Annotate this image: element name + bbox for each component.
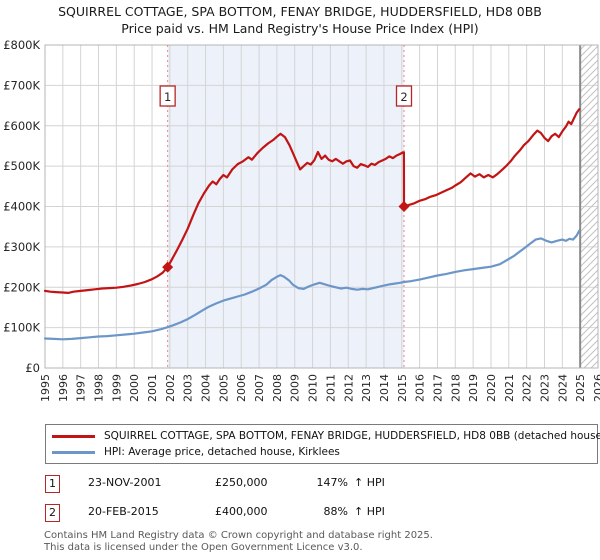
x-tick-label: 2012 [342, 374, 355, 402]
sale-2-label-box [395, 85, 413, 107]
x-tick-label: 2003 [182, 374, 195, 402]
x-tick-label: 2009 [289, 374, 302, 402]
x-tick-label: 2006 [235, 374, 248, 402]
future-hatched-region [580, 45, 598, 368]
x-tick-label: 2010 [307, 374, 320, 402]
y-tick-label: £300K [3, 240, 40, 254]
x-tick-label: 2022 [521, 374, 534, 402]
sale-price: £400,000 [215, 505, 268, 518]
y-tick-label: £700K [3, 78, 40, 92]
x-tick-label: 1995 [39, 374, 52, 402]
x-tick-label: 2018 [449, 374, 462, 402]
sale-date: 20-FEB-2015 [88, 505, 159, 518]
x-tick-label: 2017 [431, 374, 444, 402]
footer-line-2: This data is licensed under the Open Gov… [44, 541, 363, 553]
x-tick-label: 2001 [146, 374, 159, 402]
x-tick-label: 2024 [556, 374, 569, 402]
sale-1-label: 1 [164, 90, 171, 104]
x-tick-label: 2013 [360, 374, 373, 402]
y-tick-label: £500K [3, 159, 40, 173]
hpi-line [43, 229, 581, 341]
y-tick-label: £800K [3, 38, 40, 52]
sale-hpi-percent: 147% [316, 476, 348, 489]
x-tick-label: 2019 [467, 374, 480, 402]
legend-row-hpi: HPI: Average price, detached house, Kirk… [46, 444, 340, 460]
x-tick-label: 2023 [538, 374, 551, 402]
sale-2-label: 2 [400, 90, 407, 104]
sale-1-label-box [159, 85, 176, 107]
sale-hpi-note: ↑ HPI [354, 476, 385, 489]
x-tick-label: 2007 [253, 374, 266, 402]
x-tick-label: 2014 [378, 374, 391, 402]
legend-label-hpi: HPI: Average price, detached house, Kirk… [104, 446, 340, 458]
chart-subtitle: Price paid vs. HM Land Registry's House … [121, 21, 479, 36]
sale-date: 23-NOV-2001 [88, 476, 162, 489]
sale-number-badge: 2 [45, 504, 60, 522]
x-tick-label: 2026 [592, 374, 600, 402]
x-tick-label: 2000 [128, 374, 141, 402]
transaction-row-2: 2 20-FEB-2015 £400,000 88% ↑ HPI [45, 504, 598, 524]
plot-border [44, 44, 599, 369]
y-tick-label: £100K [3, 321, 40, 335]
x-tick-label: 2016 [414, 374, 427, 402]
x-tick-label: 2020 [485, 374, 498, 402]
hpi-line-swatch-icon [52, 450, 95, 454]
y-tick-label: £0 [25, 361, 40, 375]
sale-hpi-note: ↑ HPI [354, 505, 385, 518]
x-tick-label: 2025 [574, 374, 587, 402]
x-tick-label: 1997 [75, 374, 88, 402]
footer-line-1: Contains HM Land Registry data © Crown c… [44, 530, 433, 541]
price-history-chart: 1 2 £0 £100K £200K £300K £400K £500K £600K £700K £… [3, 38, 600, 402]
x-tick-label: 2004 [200, 374, 213, 402]
sale-1-diamond-marker [162, 261, 174, 273]
y-tick-label: £200K [3, 280, 40, 294]
legend-row-property: SQUIRREL COTTAGE, SPA BOTTOM, FENAY BRID… [46, 428, 600, 444]
sale-2-diamond-marker [398, 201, 410, 212]
x-tick-label: 2008 [271, 374, 284, 402]
property-line-swatch-icon [52, 434, 95, 438]
x-tick-label: 2002 [164, 374, 177, 402]
license-footer: Contains HM Land Registry data © Crown c… [44, 530, 584, 553]
chart-title: SQUIRREL COTTAGE, SPA BOTTOM, FENAY BRID… [58, 4, 542, 19]
x-tick-label: 2015 [396, 374, 409, 402]
property-price-line [43, 108, 581, 294]
x-tick-label: 1996 [57, 374, 70, 402]
legend-label-property: SQUIRREL COTTAGE, SPA BOTTOM, FENAY BRID… [104, 430, 600, 442]
y-tick-label: £400K [3, 200, 40, 214]
x-tick-label: 2011 [324, 374, 337, 402]
y-tick-label: £600K [3, 119, 40, 133]
x-tick-label: 1999 [110, 374, 123, 402]
sale-hpi-percent: 88% [323, 505, 348, 518]
legend: SQUIRREL COTTAGE, SPA BOTTOM, FENAY BRID… [45, 424, 600, 464]
x-tick-label: 1998 [93, 374, 106, 402]
sale-number-badge: 1 [45, 475, 60, 493]
sale-price: £250,000 [215, 476, 268, 489]
x-tick-label: 2005 [217, 374, 230, 402]
x-tick-label: 2021 [503, 374, 516, 402]
transaction-row-1: 1 23-NOV-2001 £250,000 147% ↑ HPI [45, 475, 598, 495]
